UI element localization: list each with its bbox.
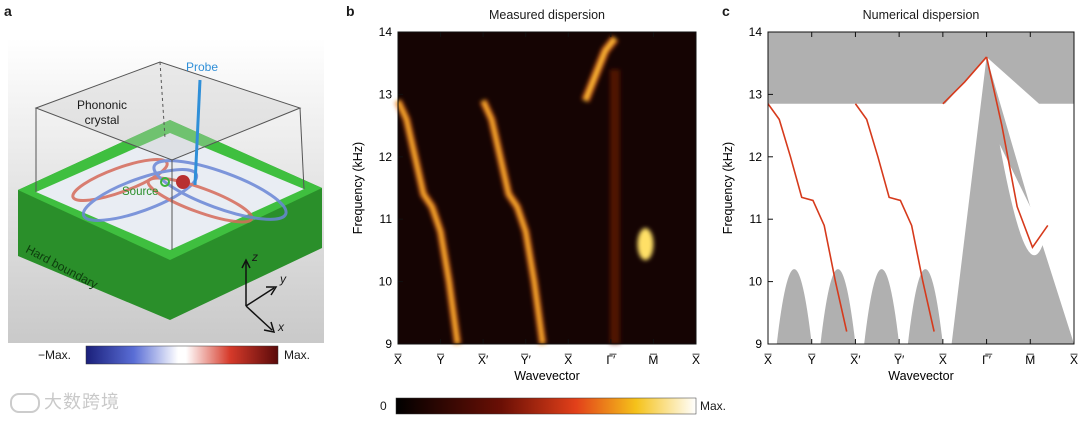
x-tick-label: M̅ — [648, 353, 658, 367]
intensity-colorbar-min: 0 — [380, 399, 387, 413]
probe-label: Probe — [186, 60, 219, 74]
x-tick-label: Y̅′ — [521, 353, 532, 367]
upper-band — [768, 32, 1074, 104]
x-tick-label: M̅ — [1025, 353, 1035, 367]
y-axis-label: Frequency (kHz) — [721, 142, 735, 234]
y-tick-label: 13 — [749, 87, 763, 101]
source-label: Source — [122, 186, 159, 198]
y-tick-label: 9 — [385, 337, 392, 351]
intensity-colorbar-max: Max. — [700, 399, 727, 413]
band-regions — [768, 32, 1074, 345]
x-tick-label: X̅ — [1070, 353, 1078, 367]
hotspot-M — [637, 228, 654, 261]
y-tick-label: 12 — [379, 150, 393, 164]
panel-b-title: Measured dispersion — [488, 8, 606, 22]
crystal-label: Phononic crystal — [76, 98, 128, 127]
x-tick-label: X̅ — [692, 353, 700, 367]
ridge-core — [482, 100, 544, 345]
dispersion-curve-X-Gamma' — [942, 56, 988, 105]
x-tick-label: X̅ — [394, 353, 402, 367]
x-tick-label: Γ̅′ — [982, 353, 993, 367]
axis-x-label: x — [278, 320, 284, 334]
watermark-text: 大数跨境 — [44, 392, 120, 412]
x-tick-label: X̅′ — [850, 353, 861, 367]
y-tick-label: 11 — [380, 212, 393, 226]
x-tick-label: Y̅ — [437, 353, 445, 367]
lower-band-hump — [776, 269, 812, 344]
x-tick-label: Y̅′ — [894, 353, 905, 367]
x-tick-label: Y̅ — [808, 353, 816, 367]
axis-z-label: z — [252, 250, 258, 264]
x-tick-label: Γ̅′ — [606, 353, 617, 367]
field-pattern — [71, 158, 288, 224]
dispersion-curves — [767, 56, 1049, 332]
axis-y-label: y — [280, 272, 286, 286]
source-marker — [160, 177, 170, 187]
y-tick-label: 9 — [755, 337, 762, 351]
probe-rod — [193, 79, 202, 186]
x-axis-label: Wavevector — [514, 369, 580, 383]
y-tick-label: 11 — [750, 212, 763, 226]
field-colorbar — [85, 345, 279, 365]
y-tick-label: 14 — [749, 25, 763, 39]
axes-icon — [241, 258, 278, 333]
lower-band-hump — [907, 269, 943, 344]
panel-c-title: Numerical dispersion — [862, 8, 980, 22]
ridge-core — [583, 37, 617, 102]
ridge-core — [396, 100, 459, 345]
intensity-colorbar — [395, 397, 697, 415]
numerical-dispersion-chart: 9 10 11 12 13 14 X̅ Y̅ X̅′ Y̅′ X̅ Γ̅′ M̅ X̅ Wavevector… — [721, 25, 1078, 383]
y-tick-label: 10 — [379, 275, 393, 289]
y-tick-label: 12 — [749, 150, 763, 164]
plot-frame — [767, 31, 1075, 345]
watermark-logo-icon — [10, 393, 40, 414]
x-tick-label: X̅ — [764, 353, 772, 367]
y-tick-label: 13 — [379, 87, 393, 101]
dispersion-curve-X-Y — [767, 103, 848, 332]
watermark: 大数跨境 — [10, 388, 120, 414]
heatmap-background — [398, 32, 696, 344]
panel-a-letter: a — [4, 3, 12, 19]
y-tick-label: 14 — [379, 25, 393, 39]
band-gap — [999, 144, 1048, 256]
heatmap-ridges — [394, 35, 654, 345]
x-tick-label: X̅ — [939, 353, 947, 367]
dispersion-curve-X'-Y' — [854, 103, 935, 332]
panel-c-letter: c — [722, 3, 730, 19]
panel-b-letter: b — [346, 3, 355, 19]
x-tick-label: X̅ — [564, 353, 572, 367]
lower-band-hump — [864, 269, 900, 344]
colorbar-min-label: −Max. — [38, 348, 72, 362]
dispersion-curve-Gamma'-M — [985, 56, 1049, 249]
lower-band-hump — [820, 269, 856, 344]
y-tick-label: 10 — [749, 275, 763, 289]
phononic-crystal-illustration — [8, 38, 324, 365]
x-axis-label: Wavevector — [888, 369, 954, 383]
x-tick-label: X̅′ — [478, 353, 489, 367]
y-axis-label: Frequency (kHz) — [351, 142, 365, 234]
measured-dispersion-chart: 9 10 11 12 13 14 X̅ Y̅ X̅′ Y̅′ X̅ Γ̅′ M̅ X̅ Wavevector… — [351, 25, 700, 415]
plot-frame — [397, 31, 697, 345]
colorbar-max-label: Max. — [284, 348, 311, 362]
